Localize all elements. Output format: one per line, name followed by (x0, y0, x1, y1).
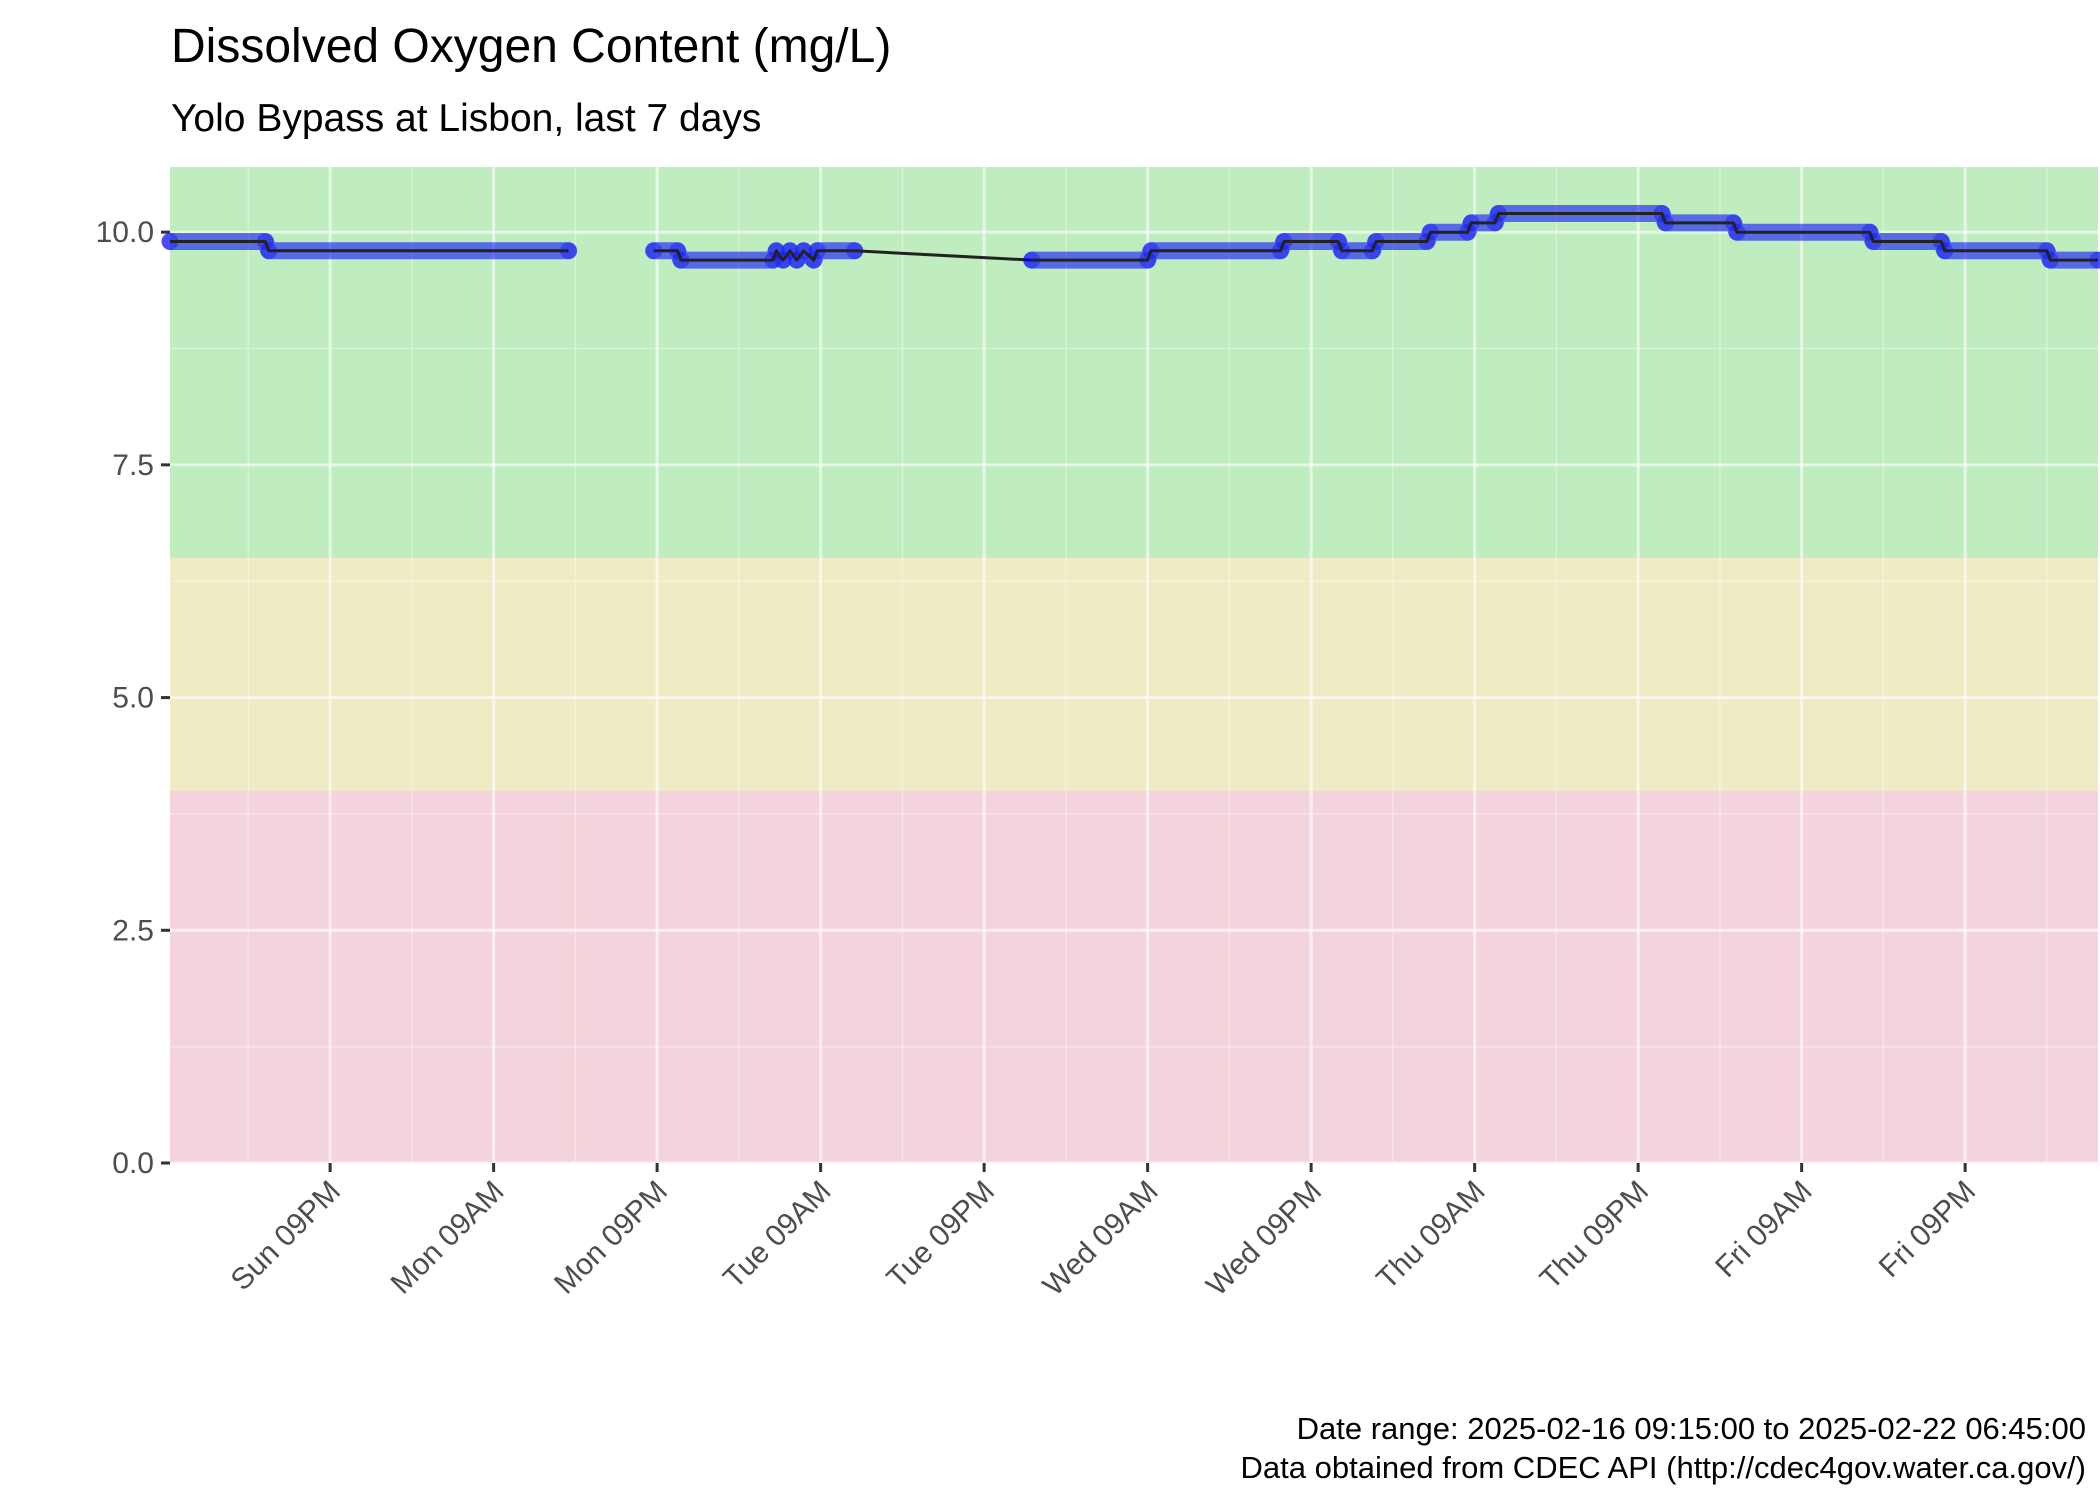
y-tick-label: 5.0 (112, 682, 154, 715)
plot-panel (161, 167, 2100, 1165)
series-line-0-0 (170, 240, 569, 253)
threshold-band-2 (170, 790, 2098, 1163)
caption-data-source: Data obtained from CDEC API (http://cdec… (1241, 1450, 2086, 1485)
x-tick-label: Mon 09AM (385, 1175, 511, 1301)
x-tick-label: Wed 09AM (1037, 1175, 1165, 1303)
x-tick-label: Wed 09PM (1200, 1175, 1328, 1303)
y-tick-label: 7.5 (112, 449, 154, 482)
x-tick-label: Thu 09PM (1534, 1175, 1655, 1296)
series-line-2-0 (1031, 212, 2098, 262)
y-tick-label: 10.0 (96, 216, 154, 249)
y-tick-label: 2.5 (112, 914, 154, 947)
y-tick-label: 0.0 (112, 1147, 154, 1180)
caption-date-range: Date range: 2025-02-16 09:15:00 to 2025-… (1297, 1411, 2086, 1446)
chart-title: Dissolved Oxygen Content (mg/L) (171, 20, 891, 73)
threshold-band-1 (170, 557, 2098, 791)
x-tick-label: Tue 09PM (881, 1175, 1001, 1295)
x-tick-label: Tue 09AM (717, 1175, 837, 1295)
x-tick-label: Fri 09AM (1709, 1175, 1818, 1284)
x-axis: Sun 09PM Mon 09AM Mon 09PM Tue 09AM Tue 09PM… (225, 1163, 1982, 1303)
chart-subtitle: Yolo Bypass at Lisbon, last 7 days (171, 97, 761, 140)
series-line-1-0 (854, 249, 1032, 262)
y-axis: 0.0 2.5 5.0 7.5 10.0 (96, 216, 170, 1180)
data-point (560, 242, 578, 260)
x-tick-label: Thu 09AM (1370, 1175, 1491, 1296)
x-tick-label: Sun 09PM (225, 1175, 347, 1297)
x-tick-label: Mon 09PM (548, 1175, 674, 1301)
x-tick-label: Fri 09PM (1873, 1175, 1982, 1284)
series-line-0-1 (653, 249, 855, 262)
